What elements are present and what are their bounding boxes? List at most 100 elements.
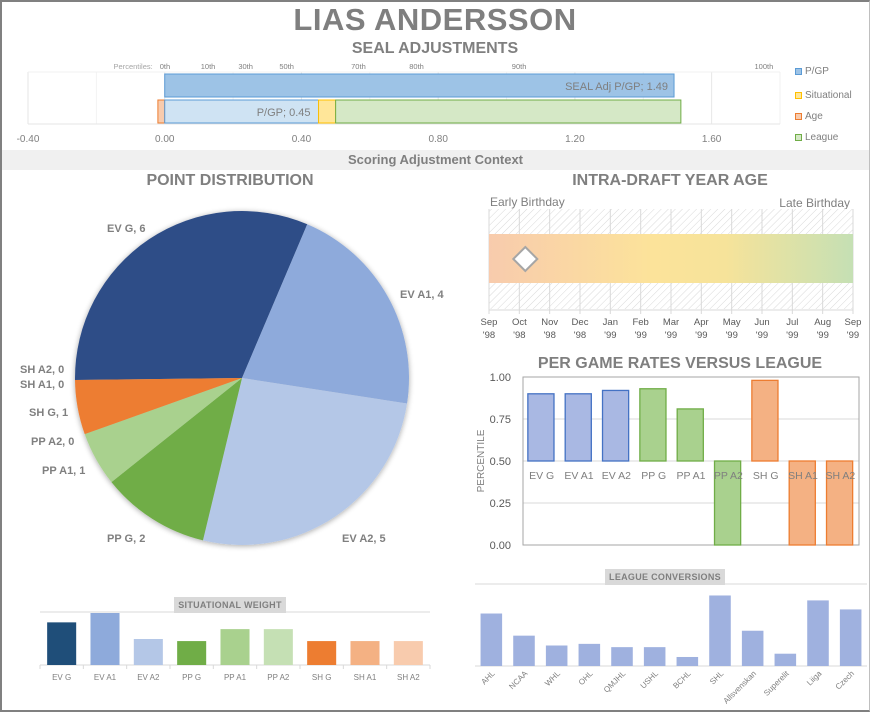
league-bar-ushl — [643, 647, 666, 666]
y-tick-label: 0.00 — [490, 540, 511, 552]
legend-label: League — [805, 132, 839, 143]
year-tick-label: '99 — [847, 330, 859, 341]
pie-data-label: SH A2, 0 — [20, 364, 64, 376]
rate-bar-ev-a2 — [601, 389, 630, 462]
category-label: SH A2 — [397, 673, 420, 682]
bar-seal-adj-pgp — [164, 73, 675, 98]
league-bar-shl — [709, 595, 731, 666]
rate-bar-pp-a2 — [713, 460, 742, 546]
situational-weight-chart: EV G EV A1 EV A2 PP G PP A1 PP A2 SH G SH A1 SH … — [39, 611, 431, 682]
y-tick-label: 1.00 — [490, 372, 511, 384]
legend-swatch-age — [795, 113, 802, 120]
x-tick-label: 0.00 — [155, 134, 175, 145]
point-distribution-title: POINT DISTRIBUTION — [146, 172, 314, 189]
seal-adjustments-subtitle: SEAL ADJUSTMENTS — [351, 40, 519, 57]
x-tick-label: 1.60 — [702, 134, 722, 145]
category-label: SH G — [753, 470, 779, 482]
percentile-label: 80th — [409, 62, 424, 71]
x-tick-label: 0.40 — [292, 134, 312, 145]
month-tick-label: Dec — [572, 317, 589, 328]
intra-draft-age-title: INTRA-DRAFT YEAR AGE — [572, 172, 768, 189]
month-tick-label: Apr — [694, 317, 709, 328]
category-label: Liiga — [805, 669, 824, 688]
y-axis-label: PERCENTILE — [476, 429, 487, 492]
pie-data-label: EV A2, 5 — [342, 533, 386, 545]
month-tick-label: Oct — [512, 317, 527, 328]
year-tick-label: '98 — [543, 330, 555, 341]
category-label: PP A2 — [267, 673, 290, 682]
category-label: EV A1 — [94, 673, 117, 682]
pie-data-label: SH G, 1 — [29, 407, 68, 419]
x-tick-label: 1.20 — [565, 134, 585, 145]
percentile-label: 0th — [160, 62, 170, 71]
pie-data-label: EV G, 6 — [107, 223, 146, 235]
legend-label: P/GP — [805, 66, 829, 77]
year-tick-label: '98 — [483, 330, 495, 341]
x-tick-label: -0.40 — [17, 134, 40, 145]
month-tick-label: Jul — [786, 317, 798, 328]
category-label: Czech — [834, 669, 856, 691]
month-tick-label: Jun — [754, 317, 769, 328]
legend-item-pgp: P/GP — [795, 66, 829, 77]
legend-swatch-league — [795, 134, 802, 141]
seal-legend: P/GP Situational Age League — [795, 66, 867, 148]
category-label: SH G — [312, 673, 332, 682]
pie-slice-ev-a2 — [202, 378, 408, 545]
category-label: SHL — [708, 669, 726, 687]
weight-bar-ev-a2 — [133, 639, 163, 665]
y-tick-label: 0.25 — [490, 498, 511, 510]
category-label: NCAA — [507, 669, 530, 692]
year-tick-label: '98 — [574, 330, 586, 341]
league-bar-whl — [545, 645, 568, 666]
percentile-label: 100th — [754, 62, 773, 71]
month-tick-label: May — [723, 317, 741, 328]
situational-weight-title: SITUATIONAL WEIGHT — [174, 597, 286, 613]
category-label: Allsvenskan — [722, 669, 759, 706]
situational-weight-title-wrap: SITUATIONAL WEIGHT — [0, 595, 460, 613]
league-conversions-title: LEAGUE CONVERSIONS — [605, 569, 725, 585]
year-tick-label: '99 — [756, 330, 768, 341]
category-label: EV A1 — [564, 470, 593, 482]
weight-bar-sh-a2 — [393, 641, 423, 665]
month-tick-label: Sep — [481, 317, 498, 328]
bar-segment-situational — [318, 99, 337, 124]
league-bar-czech — [839, 609, 862, 666]
bar-segment-age — [157, 99, 166, 124]
pie-data-label: PP A1, 1 — [42, 465, 85, 477]
category-label: PP A2 — [714, 470, 743, 482]
y-tick-label: 0.75 — [490, 414, 511, 426]
category-label: BCHL — [671, 669, 693, 691]
weight-bar-pp-g — [177, 641, 207, 665]
percentile-label: 90th — [512, 62, 527, 71]
category-label: EV A2 — [137, 673, 160, 682]
bar-data-label: P/GP; 0.45 — [257, 107, 311, 119]
pie-data-label: EV A1, 4 — [400, 289, 444, 301]
year-tick-label: '99 — [665, 330, 677, 341]
weight-bar-sh-g — [307, 641, 337, 665]
month-tick-label: Feb — [632, 317, 648, 328]
category-label: EV G — [52, 673, 71, 682]
rate-bar-ev-g — [527, 393, 555, 462]
pie-data-label: SH A1, 0 — [20, 379, 64, 391]
pie-data-label: PP G, 2 — [107, 533, 145, 545]
year-tick-label: '99 — [725, 330, 737, 341]
weight-bar-ev-a1 — [90, 613, 120, 665]
pie-slice-sh-g — [75, 378, 243, 435]
intra-draft-age-chart: Early Birthday Late Birthday Sep '98 Oct '98 N… — [481, 195, 862, 341]
seal-adjustments-chart: -0.40 0.00 0.40 0.80 1.20 1.60 Percentiles: 0th… — [17, 62, 781, 145]
legend-swatch-situational — [795, 92, 802, 99]
pie-slices — [75, 210, 409, 545]
per-game-rates-chart: 0.00 0.25 0.50 0.75 1.00 PERCENTILE EV G EV A1 E… — [476, 372, 860, 552]
category-label: PP A1 — [224, 673, 247, 682]
percentile-label: 10th — [201, 62, 216, 71]
age-gradient-band — [489, 234, 853, 283]
percentile-label: 50th — [279, 62, 294, 71]
rate-bar-sh-a2 — [825, 460, 854, 546]
weight-bar-sh-a1 — [350, 641, 380, 665]
pie-slice-pp-a1 — [84, 378, 242, 483]
rate-bar-ev-a1 — [564, 393, 592, 462]
point-distribution-pie: EV G, 6 EV A1, 4 EV A2, 5 PP G, 2 PP A1, 1 PP… — [20, 210, 444, 545]
percentile-label: 30th — [238, 62, 253, 71]
percentiles-prefix: Percentiles: — [114, 62, 153, 71]
bar-segment-league — [335, 99, 682, 124]
